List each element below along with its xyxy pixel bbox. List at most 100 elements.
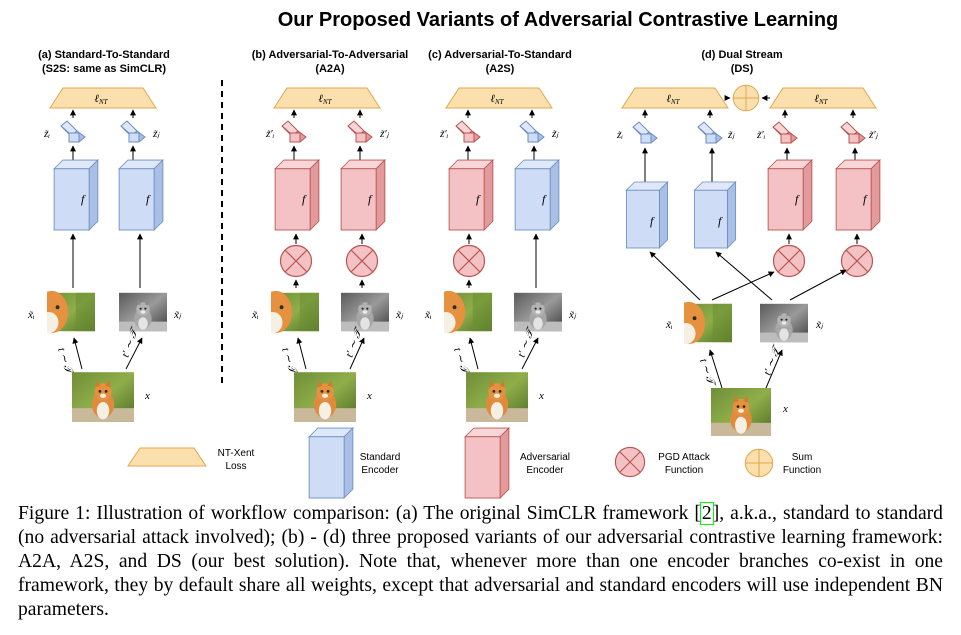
loss-shape (273, 87, 381, 109)
sum-function (732, 84, 760, 112)
zj-adv-label: z̃′ⱼ (379, 128, 390, 140)
panel-b: ℓNT z̃′ᵢ z̃′ⱼ f f x̃ᵢ x̃ⱼ t ∼ 𝒯 t′ ∼ 𝒯 x (251, 87, 404, 422)
embedding-zi (632, 121, 658, 144)
legend-adversarial-encoder (464, 427, 510, 499)
panel-c-title-line2: (A2S) (486, 63, 515, 75)
panel-d-title-line1: (d) Dual Stream (701, 49, 783, 61)
xj-label: x̃ⱼ (568, 309, 577, 321)
xj-label: x̃ⱼ (395, 309, 404, 321)
zi-adv-label: z̃′ᵢ (265, 128, 275, 140)
embedding-zi-adv (772, 121, 798, 144)
legend-pgd-line2: Function (665, 465, 703, 476)
standard-encoder-right (118, 159, 164, 231)
caption-text-2: ], a.k.a., standard to standard (no adve… (18, 503, 943, 620)
legend-ntxent-line2: Loss (225, 461, 246, 472)
citation-link[interactable]: 2 (699, 502, 714, 525)
input-image-x (72, 372, 134, 422)
pgd-attack (452, 244, 486, 278)
standard-encoder-left (53, 159, 99, 231)
legend: NT-Xent Loss Standard Encoder Adversaria… (127, 427, 821, 499)
caption-text-1: Figure 1: Illustration of workflow compa… (18, 503, 701, 524)
legend-sum-line2: Function (783, 465, 821, 476)
panel-b-title-line1: (b) Adversarial-To-Adversarial (252, 49, 409, 61)
legend-pgd-line1: PGD Attack (658, 452, 711, 463)
augmented-image-xi (271, 290, 319, 334)
panel-d: ℓNT ℓNT z̃ᵢ z̃ⱼ z̃′ᵢ z̃′ⱼ f f f f (616, 84, 881, 436)
adversarial-encoder-left (274, 159, 320, 231)
panel-a: ℓNT z̃ᵢ z̃ⱼ f f x̃ᵢ x̃ⱼ t ∼ 𝒯 t′ ∼ 𝒯 x (27, 87, 182, 422)
augmented-image-xj (341, 292, 389, 332)
t-prime-label: t′ ∼ 𝒯 (762, 343, 784, 377)
legend-sum-line1: Sum (792, 452, 813, 463)
xj-label: x̃ⱼ (815, 319, 824, 331)
figure-title: Our Proposed Variants of Adversarial Con… (278, 9, 839, 31)
encoder-f: f (718, 214, 723, 228)
loss-shape-left (621, 87, 729, 109)
encoder-f-left: f (302, 192, 307, 206)
legend-standard-line2: Encoder (361, 465, 399, 476)
panel-a-title-line1: (a) Standard-To-Standard (38, 49, 170, 61)
adversarial-encoder-right (835, 159, 881, 231)
encoder-f-right: f (542, 192, 547, 206)
xj-label: x̃ⱼ (173, 309, 182, 321)
embedding-zj-adv (840, 121, 866, 144)
augmented-image-xi (47, 290, 95, 334)
loss-label-left: ℓNT (666, 93, 680, 106)
xi-label: x̃ᵢ (251, 309, 259, 321)
legend-adversarial-line2: Encoder (526, 465, 564, 476)
loss-label: ℓNT (318, 93, 332, 106)
loss-label: ℓNT (490, 93, 504, 106)
augmented-image-xi (444, 290, 492, 334)
standard-encoder-left (625, 181, 669, 249)
encoder-f: f (795, 192, 800, 206)
legend-ntxent-line1: NT-Xent (218, 448, 255, 459)
embedding-zj (697, 121, 723, 144)
legend-standard-line1: Standard (360, 452, 401, 463)
figure-caption: Figure 1: Illustration of workflow compa… (18, 502, 943, 622)
embedding-zj (120, 120, 146, 143)
embedding-zj-adv (347, 120, 373, 143)
legend-pgd-icon (614, 446, 646, 478)
pgd-attack-left (772, 244, 806, 278)
loss-label: ℓNT (94, 93, 108, 106)
x-label: x (538, 390, 544, 402)
loss-shape-right (769, 87, 877, 109)
pgd-attack-right (840, 244, 874, 278)
adversarial-encoder-right (340, 159, 386, 231)
zi-label: z̃ᵢ (43, 128, 50, 140)
panel-b-title-line2: (A2A) (315, 63, 345, 75)
panel-d-title-line2: (DS) (731, 63, 754, 75)
legend-adversarial-line1: Adversarial (520, 452, 570, 463)
panel-a-title-line2: (S2S: same as SimCLR) (42, 63, 166, 75)
input-image-x (711, 388, 771, 436)
loss-label-right: ℓNT (814, 93, 828, 106)
input-image-x (294, 372, 356, 422)
t-label: t ∼ 𝒯 (697, 357, 718, 389)
encoder-f-left: f (81, 192, 86, 206)
encoder-f: f (650, 214, 655, 228)
legend-ntxent-shape (127, 447, 207, 467)
zi-adv-label: z̃′ᵢ (439, 128, 449, 140)
embedding-zi-adv (281, 120, 307, 143)
zj-label: z̃ⱼ (551, 128, 559, 140)
loss-shape (49, 87, 157, 109)
encoder-f-right: f (146, 192, 151, 206)
augmented-image-xj (760, 303, 808, 343)
augmented-image-xj (119, 292, 167, 332)
zj-label: z̃ⱼ (727, 129, 735, 141)
xi-label: x̃ᵢ (665, 319, 673, 331)
embedding-zi-adv (455, 120, 481, 143)
x-label: x (144, 390, 150, 402)
xi-label: x̃ᵢ (27, 309, 35, 321)
embedding-zj (519, 120, 545, 143)
pgd-attack-left (279, 244, 313, 278)
adversarial-encoder-left (767, 159, 813, 231)
x-label: x (366, 390, 372, 402)
panel-c-title-line1: (c) Adversarial-To-Standard (428, 49, 572, 61)
panel-c: ℓNT z̃′ᵢ z̃ⱼ f f x̃ᵢ x̃ⱼ t ∼ 𝒯 t′ ∼ 𝒯 x (424, 87, 577, 422)
legend-standard-encoder (308, 427, 354, 499)
zj-label: z̃ⱼ (152, 128, 160, 140)
embedding-zi (60, 120, 86, 143)
input-image-x (466, 372, 528, 422)
augmented-image-xi (684, 301, 732, 345)
